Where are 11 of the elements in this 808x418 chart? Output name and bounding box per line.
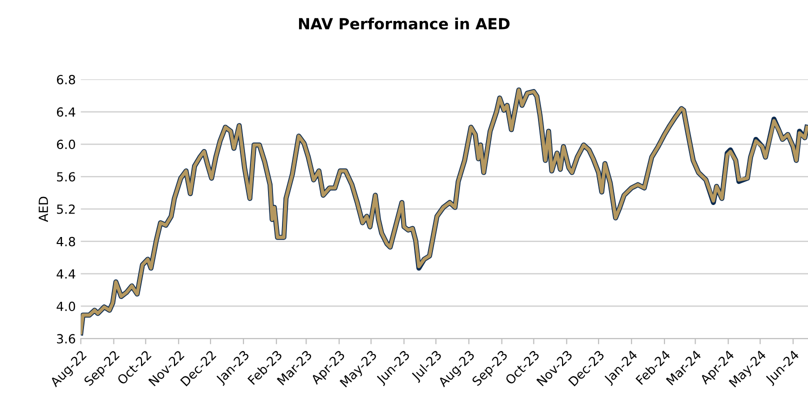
y-tick-label: 4.8 [56,236,76,246]
y-tick-label: 6.4 [56,107,76,117]
y-tick-label: 6.8 [56,74,76,84]
y-tick-label: 4.4 [56,269,76,279]
y-tick-label: 4.0 [56,302,76,312]
y-tick-label: 5.6 [57,172,76,182]
chart-title: NAV Performance in AED [299,18,510,30]
y-tick-label: 5.2 [57,204,75,214]
y-axis-title: AED [38,196,48,222]
y-tick-label: 3.6 [57,334,76,344]
y-tick-label: 6.0 [56,140,76,150]
